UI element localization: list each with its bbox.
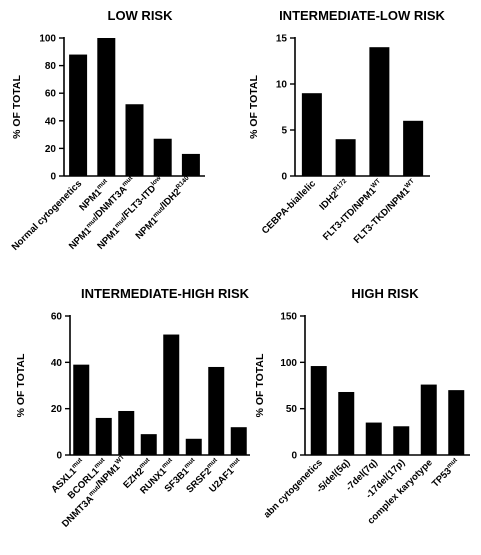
bar-1: [73, 364, 90, 455]
bar-4: [153, 138, 172, 176]
bar-3: [118, 410, 135, 455]
bar-4: [140, 434, 157, 455]
y-tick-label: 150: [280, 312, 297, 323]
y-tick-label: 100: [39, 34, 56, 45]
y-tick-label: 40: [51, 358, 63, 369]
panel-title: INTERMEDIATE-HIGH RISK: [81, 286, 250, 301]
bar-6: [448, 390, 465, 455]
bar-2: [335, 139, 356, 176]
bar-3: [365, 422, 382, 455]
y-axis-label: % OF TOTAL: [254, 353, 266, 417]
bar-2: [95, 417, 112, 455]
bar-2: [97, 38, 116, 176]
panel-intermediate-high-risk: INTERMEDIATE-HIGH RISK% OF TOTAL0204060A…: [15, 286, 250, 530]
y-tick-label: 100: [280, 358, 297, 369]
bar-7: [208, 366, 225, 455]
y-axis-label: % OF TOTAL: [248, 75, 260, 139]
y-tick-label: 20: [45, 144, 57, 155]
bar-3: [125, 104, 144, 176]
y-tick-label: 20: [51, 404, 63, 415]
y-tick-label: 0: [281, 172, 287, 183]
x-category-label: TP53mut: [429, 456, 463, 490]
x-category-label: FLT3-ITD/NPM1WT: [320, 178, 385, 243]
x-category-label: IDH2R172: [317, 177, 352, 212]
y-tick-label: 60: [51, 312, 63, 323]
y-tick-label: 10: [276, 80, 288, 91]
bar-5: [181, 153, 200, 176]
bar-5: [163, 334, 180, 455]
panel-title: HIGH RISK: [351, 286, 419, 301]
bar-5: [420, 384, 437, 455]
y-tick-label: 50: [286, 404, 298, 415]
bar-8: [230, 427, 247, 455]
y-axis-label: % OF TOTAL: [15, 353, 27, 417]
y-tick-label: 0: [50, 172, 56, 183]
y-axis-label: % OF TOTAL: [11, 75, 23, 139]
y-tick-label: 60: [45, 89, 57, 100]
bar-1: [301, 93, 322, 176]
y-tick-label: 5: [281, 126, 287, 137]
panel-intermediate-low-risk: INTERMEDIATE-LOW RISK % OF TOTAL 0 5 10 15 CEB…: [248, 8, 446, 246]
y-tick-label: 0: [291, 451, 297, 462]
bar-4: [393, 426, 410, 455]
x-category-label: CEBPA-biallelic: [260, 178, 319, 237]
bar-1: [310, 366, 327, 455]
panel-title: LOW RISK: [108, 8, 174, 23]
bar-4: [403, 120, 424, 176]
bar-1: [69, 54, 88, 177]
y-tick-label: 15: [276, 34, 288, 45]
x-category-label: FLT3-TKD/NPM1WT: [351, 178, 419, 246]
bar-2: [338, 391, 355, 455]
bar-6: [185, 438, 202, 455]
bar-3: [369, 47, 390, 177]
y-tick-label: 0: [56, 451, 62, 462]
y-tick-label: 40: [45, 116, 57, 127]
y-tick-label: 80: [45, 61, 57, 72]
panel-title: INTERMEDIATE-LOW RISK: [279, 8, 445, 23]
